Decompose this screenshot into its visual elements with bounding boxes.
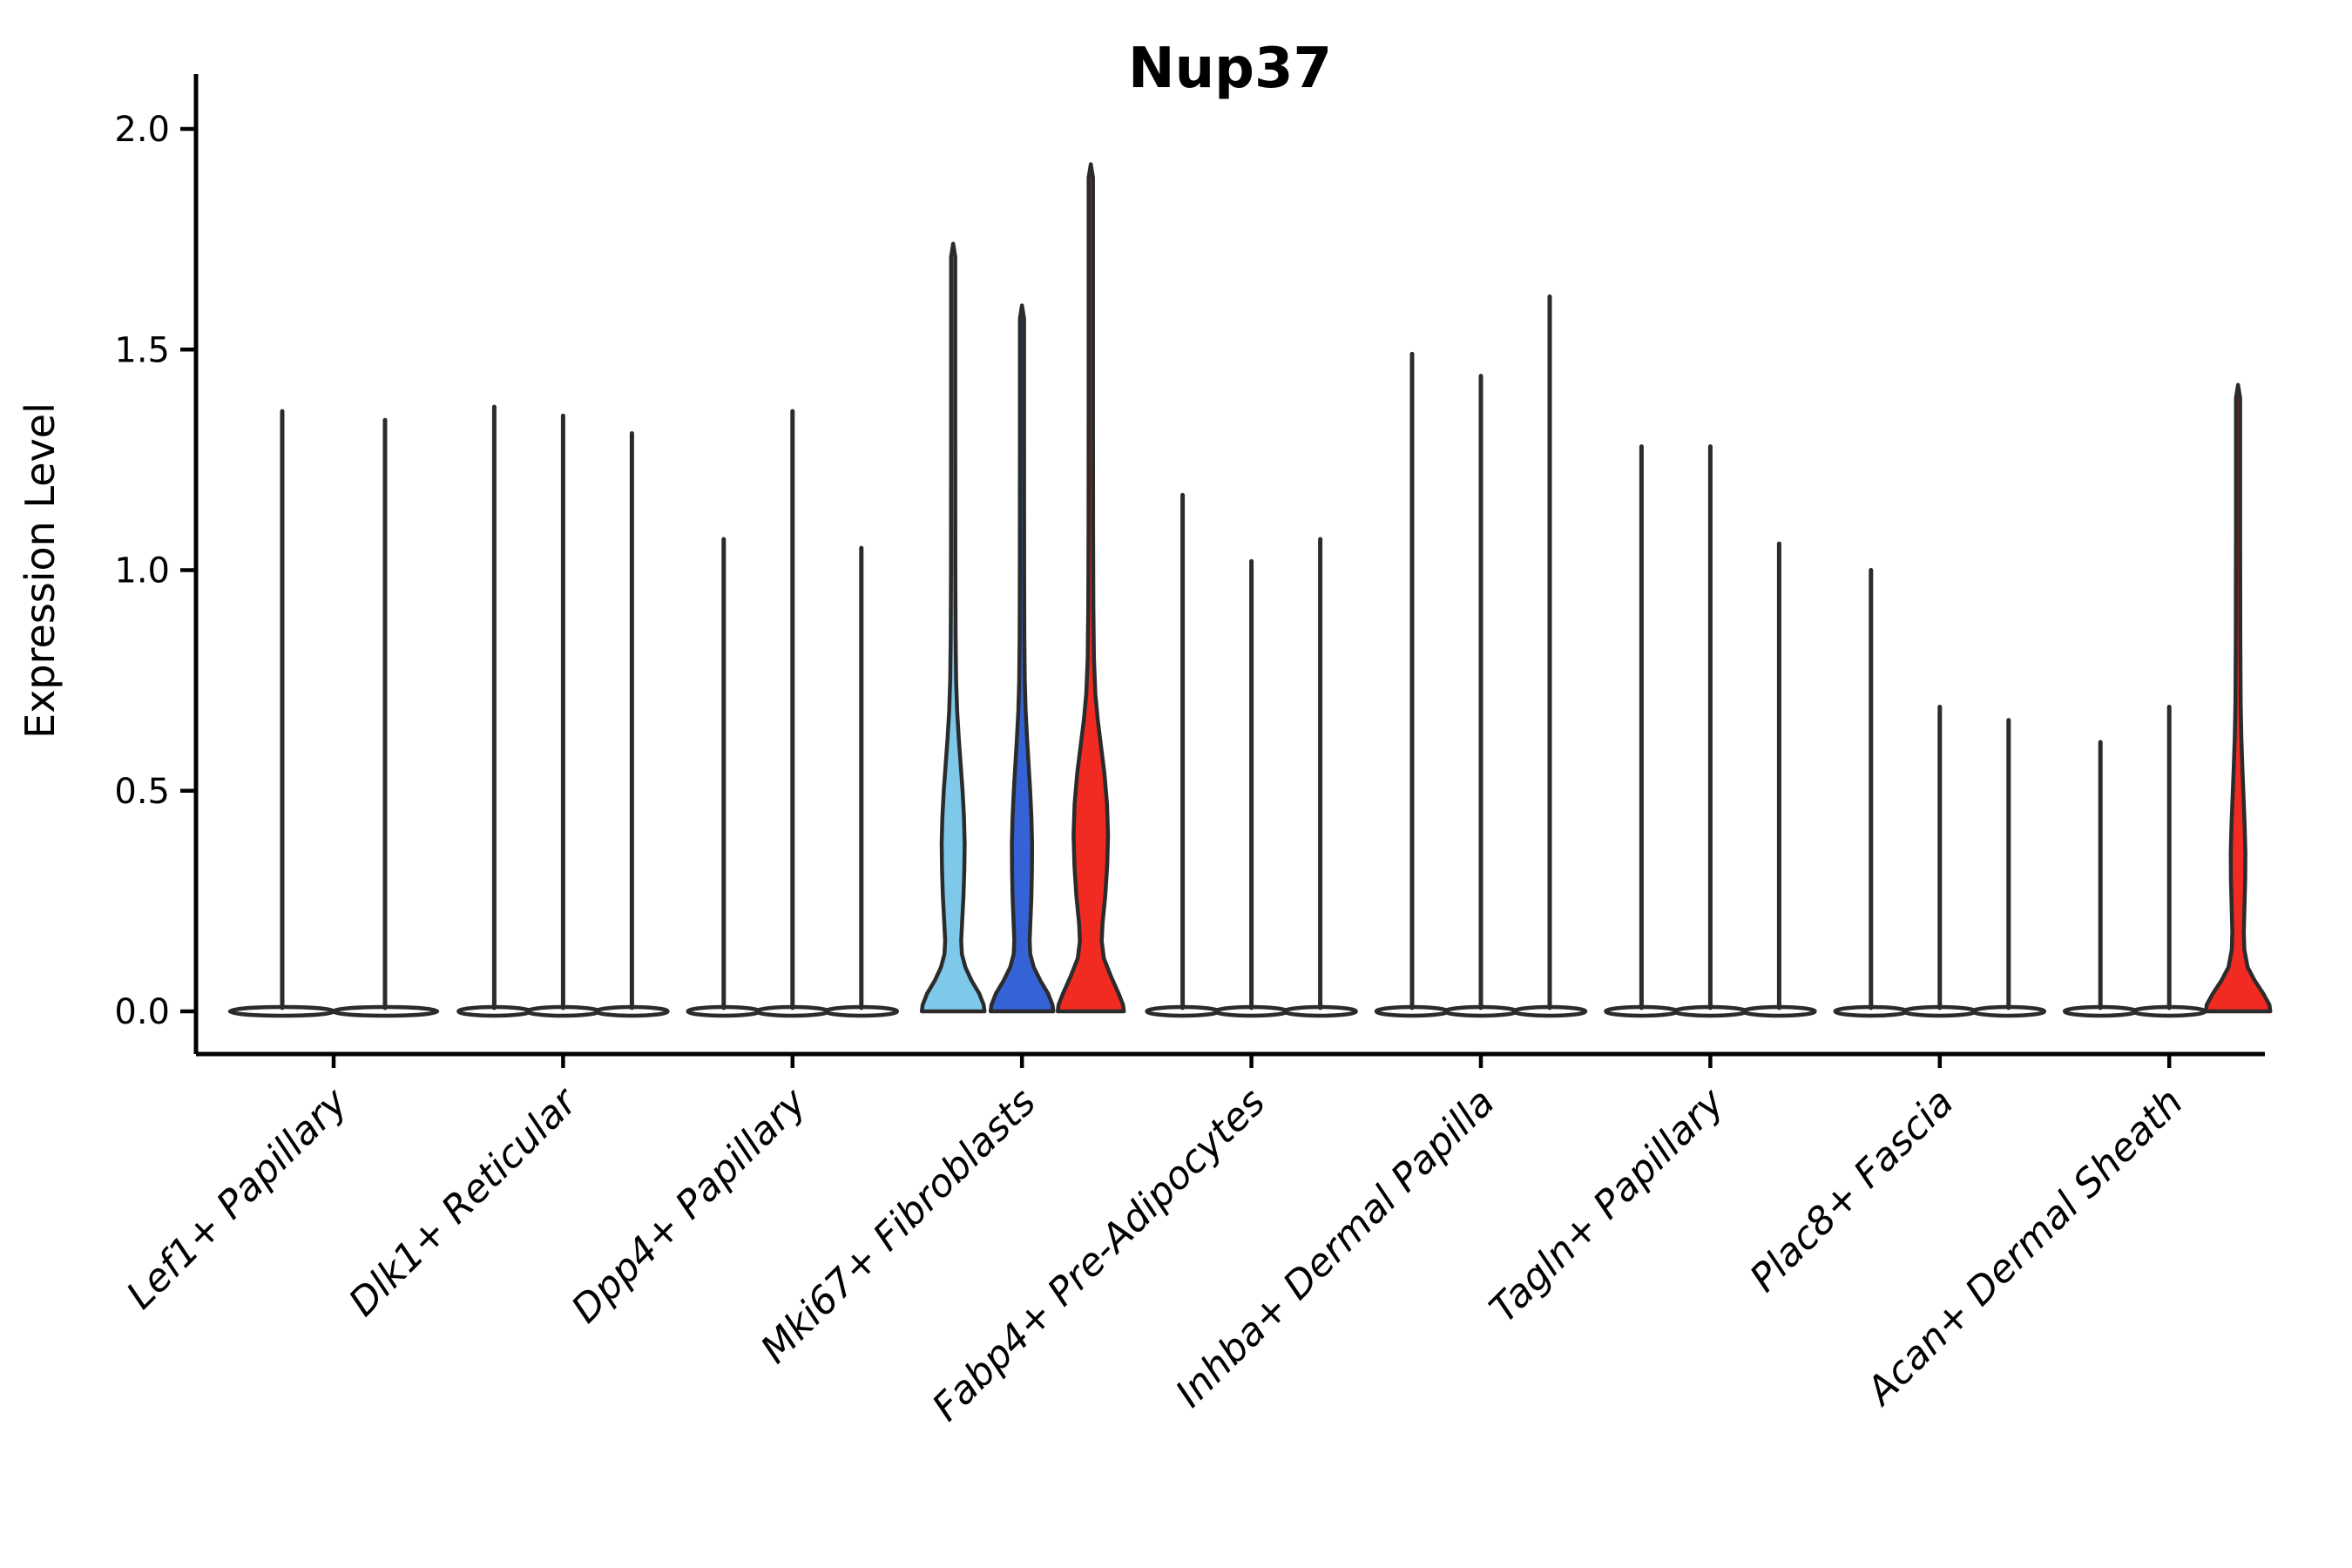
- chart-title: Nup37: [1128, 37, 1332, 101]
- violin-group: [919, 162, 1126, 1014]
- x-tick-label: Dlk1+ Reticular: [341, 1078, 587, 1325]
- violin-group: [1604, 444, 1817, 1018]
- y-tick-label: 1.0: [114, 551, 170, 591]
- x-tick-label: Lef1+ Papillary: [118, 1079, 357, 1318]
- y-tick-label: 1.5: [114, 330, 170, 370]
- y-tick-label: 0.5: [114, 772, 170, 812]
- y-tick-label: 0.0: [114, 992, 170, 1032]
- violins-layer: [227, 162, 2273, 1018]
- violin-group: [1374, 294, 1588, 1018]
- violin-group: [686, 409, 900, 1018]
- violin-group: [1145, 492, 1358, 1018]
- y-tick-label: 2.0: [114, 110, 170, 150]
- x-tick-label: Tagln+ Papillary: [1481, 1079, 1733, 1331]
- violin-colored: [1055, 162, 1126, 1014]
- violin-group: [227, 409, 440, 1018]
- violin-group: [2062, 382, 2273, 1018]
- violin-colored: [2203, 382, 2273, 1014]
- x-tick-label: Plac8+ Fascia: [1741, 1080, 1962, 1301]
- violin-colored: [919, 241, 987, 1014]
- violin-colored: [988, 303, 1056, 1014]
- violin-group: [1833, 568, 2047, 1018]
- violin-group: [456, 404, 670, 1018]
- y-axis-title: Expression Level: [17, 402, 64, 739]
- x-tick-label: Dpp4+ Papillary: [564, 1079, 816, 1332]
- axes-layer: [180, 74, 2265, 1068]
